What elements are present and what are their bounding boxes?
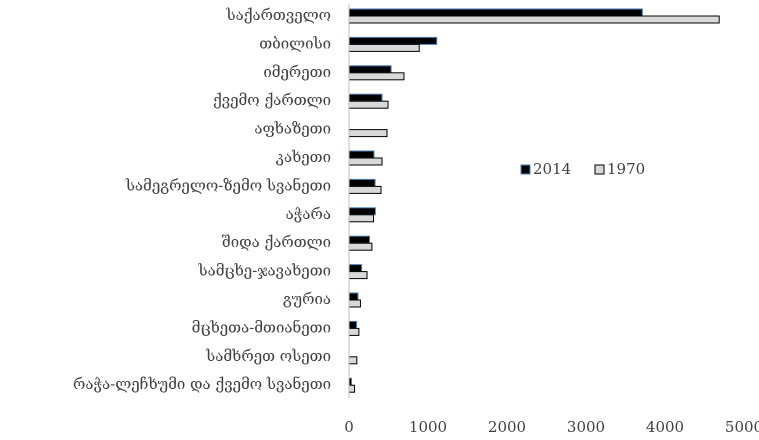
legend-swatch [520,164,531,175]
category-label: მცხეთა-მთიანეთი [192,318,331,336]
bar [348,214,374,223]
category-label: საქართველო [225,6,331,24]
category-label: აფხაზეთი [254,120,331,138]
bar [348,8,643,17]
x-tick-label: 0 [344,418,354,436]
bar [348,292,359,301]
category-label: კახეთი [276,148,331,166]
bar [348,271,368,280]
category-label: იმერეთი [263,63,331,81]
category-label: თბილისი [259,34,331,52]
bar [348,178,376,187]
bar [348,207,376,216]
category-label: ქვემო ქართლი [213,91,331,109]
category-label: გურია [283,290,331,308]
bar [348,299,361,308]
legend-swatch [594,164,605,175]
category-label: სამხრეთ ოსეთი [205,347,331,365]
category-label: სამეგრელო-ზემო სვანეთი [125,176,331,194]
bar [348,320,358,329]
x-tick-label: 5000 [725,418,759,436]
bar [348,65,392,74]
bar [348,150,375,159]
bar [348,242,373,251]
bar [348,72,405,81]
legend-label: 1970 [607,160,645,178]
category-label: აჭარა [286,205,331,223]
legend-label: 2014 [533,160,571,178]
bar [348,235,371,244]
x-tick-label: 3000 [567,418,605,436]
bar [348,185,382,194]
bar [348,264,363,273]
bar [348,157,383,166]
bar [348,43,420,52]
category-label: სამცხე-ჯავახეთი [197,262,331,280]
bar [348,100,389,109]
bar [348,129,388,138]
x-tick-label: 1000 [409,418,447,436]
x-tick-label: 4000 [646,418,684,436]
bar [348,327,360,336]
bar [348,356,358,365]
bar [348,15,720,24]
bar [348,93,383,102]
bar [348,36,438,45]
category-label: შიდა ქართლი [222,233,331,251]
x-tick-label: 2000 [488,418,526,436]
category-label: რაჭა-ლეჩხუმი და ქვემო სვანეთი [73,375,331,393]
bar [348,384,356,393]
